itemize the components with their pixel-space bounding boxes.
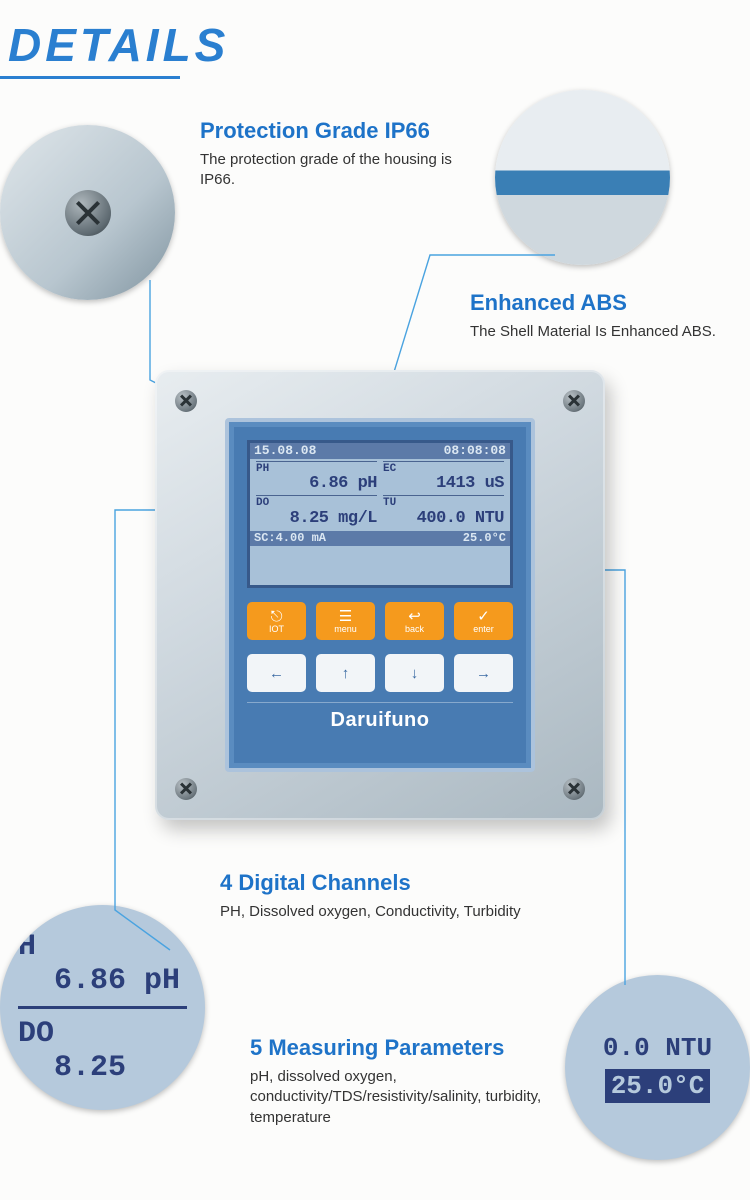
zoom-text: 0.0 NTU [603, 1033, 712, 1063]
device-lcd: 15.08.08 08:08:08 PH 6.86 pH EC 1413 uS … [247, 440, 513, 588]
divider [18, 1006, 187, 1009]
device-brand: Daruifuno [247, 702, 513, 732]
device-button-enter[interactable]: ✓enter [454, 602, 513, 640]
button-row-top: ⎋IOT ☰menu ↩back ✓enter [247, 602, 513, 640]
corner-screw [563, 390, 585, 412]
callout-body: The protection grade of the housing is I… [200, 150, 470, 191]
device-button-menu[interactable]: ☰menu [316, 602, 375, 640]
callout-5-parameters: 5 Measuring Parameters pH, dissolved oxy… [250, 1035, 580, 1128]
callout-ip66: Protection Grade IP66 The protection gra… [200, 118, 470, 191]
device-arrow-button[interactable]: → [454, 654, 513, 692]
detail-photo-screw [0, 125, 175, 300]
callout-body: PH, Dissolved oxygen, Conductivity, Turb… [220, 902, 640, 922]
lcd-footer-right: 25.0°C [463, 532, 506, 545]
lcd-label: TU [383, 498, 504, 510]
callout-body: pH, dissolved oxygen, conductivity/TDS/r… [250, 1067, 580, 1128]
callout-title: Protection Grade IP66 [200, 118, 470, 144]
device-arrow-button[interactable]: ↑ [316, 654, 375, 692]
button-row-bottom: ← ↑ ↓ → [247, 654, 513, 692]
screw-icon [65, 190, 111, 236]
heading-underline [0, 76, 180, 79]
lcd-value: 8.25 mg/L [256, 510, 377, 528]
callout-abs: Enhanced ABS The Shell Material Is Enhan… [470, 290, 750, 342]
detail-photo-lcd-right: 0.0 NTU 25.0°C [565, 975, 750, 1160]
device-enclosure: 15.08.08 08:08:08 PH 6.86 pH EC 1413 uS … [155, 370, 605, 820]
zoom-text: 8.25 [18, 1051, 187, 1085]
detail-photo-lcd-left: H 6.86 pH DO 8.25 [0, 905, 205, 1110]
device-button-IOT[interactable]: ⎋IOT [247, 602, 306, 640]
callout-title: Enhanced ABS [470, 290, 750, 316]
device-button-back[interactable]: ↩back [385, 602, 444, 640]
callout-body: The Shell Material Is Enhanced ABS. [470, 322, 750, 342]
lcd-value: 1413 uS [383, 475, 504, 493]
zoom-text: H [18, 930, 187, 964]
corner-screw [563, 778, 585, 800]
zoom-text: 6.86 pH [18, 964, 187, 998]
corner-screw [175, 778, 197, 800]
callout-title: 5 Measuring Parameters [250, 1035, 580, 1061]
lcd-label: DO [256, 498, 377, 510]
page-heading: DETAILS [8, 18, 229, 72]
callout-title: 4 Digital Channels [220, 870, 640, 896]
lcd-time: 08:08:08 [444, 444, 506, 458]
device-arrow-button[interactable]: ↓ [385, 654, 444, 692]
lcd-footer-left: SC:4.00 mA [254, 532, 326, 545]
device-arrow-button[interactable]: ← [247, 654, 306, 692]
lcd-value: 6.86 pH [256, 475, 377, 493]
zoom-text: 25.0°C [605, 1069, 711, 1103]
lcd-value: 400.0 NTU [383, 510, 504, 528]
corner-screw [175, 390, 197, 412]
zoom-text: DO [18, 1017, 187, 1051]
device-faceplate: 15.08.08 08:08:08 PH 6.86 pH EC 1413 uS … [225, 418, 535, 772]
callout-4-channels: 4 Digital Channels PH, Dissolved oxygen,… [220, 870, 640, 922]
detail-photo-edge [495, 90, 670, 265]
lcd-date: 15.08.08 [254, 444, 316, 458]
